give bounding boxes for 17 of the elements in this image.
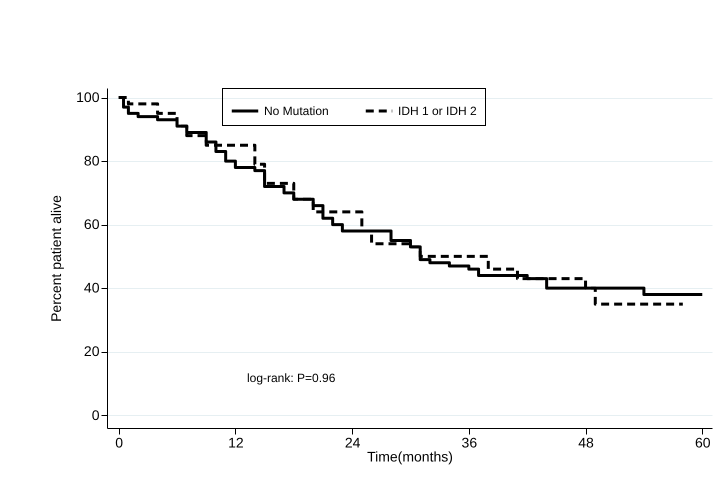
y-tick-label: 80 — [84, 152, 100, 169]
legend-label: No Mutation — [264, 104, 329, 118]
y-tick-label: 100 — [76, 89, 100, 106]
x-tick-label: 60 — [694, 434, 711, 450]
x-tick-label: 0 — [115, 434, 124, 450]
x-tick-label: 48 — [578, 434, 594, 450]
x-tick-label: 12 — [228, 434, 244, 450]
y-axis-title: Percent patient alive — [48, 194, 64, 322]
x-axis-title: Time(months) — [367, 448, 453, 464]
y-tick-label: 40 — [84, 280, 100, 296]
annotation: log-rank: P=0.96 — [247, 371, 336, 385]
y-tick-label: 20 — [84, 343, 100, 360]
legend-label: IDH 1 or IDH 2 — [398, 104, 478, 118]
y-tick-label: 60 — [84, 216, 100, 232]
y-tick-label: 0 — [92, 406, 100, 423]
x-tick-label: 36 — [462, 434, 478, 450]
x-tick-label: 24 — [344, 434, 361, 450]
